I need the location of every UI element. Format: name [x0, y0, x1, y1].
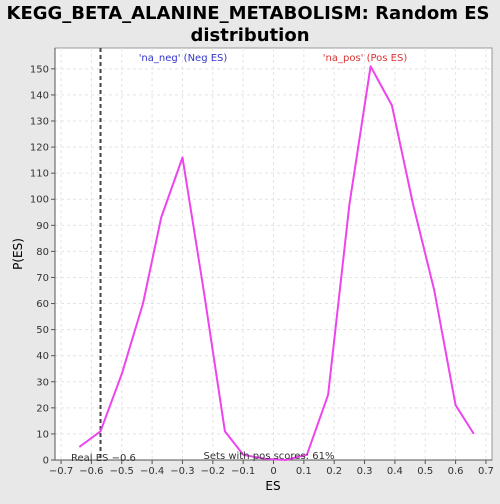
- chart-title-line-1: KEGG_BETA_ALANINE_METABOLISM: Random ES: [7, 3, 490, 24]
- y-tick-label: 80: [36, 247, 49, 258]
- y-tick-label: 30: [36, 377, 49, 388]
- x-tick-label: −0.1: [231, 466, 255, 477]
- y-tick-label: 100: [30, 195, 49, 206]
- x-tick-label: −0.3: [170, 466, 194, 477]
- x-tick-label: 0.6: [448, 466, 464, 477]
- x-tick-label: −0.7: [49, 466, 73, 477]
- y-tick-label: 50: [36, 325, 49, 336]
- y-tick-label: 90: [36, 221, 49, 232]
- es-distribution-line: [78, 65, 475, 461]
- y-tick-label: 20: [36, 403, 49, 414]
- y-tick-label: 70: [36, 273, 49, 284]
- x-tick-label: 0.5: [417, 466, 433, 477]
- x-axis-title: ES: [265, 479, 280, 493]
- y-axis-title: P(ES): [11, 238, 25, 270]
- x-tick-label: 0.3: [357, 466, 373, 477]
- sets-pos-label: Sets with pos scores: 61%: [204, 451, 335, 462]
- y-tick-label: 60: [36, 299, 49, 310]
- y-tick-label: 140: [30, 90, 49, 101]
- y-tick-label: 150: [30, 64, 49, 75]
- real-es-label: Real ES −0.6: [71, 453, 136, 464]
- x-tick-label: −0.4: [140, 466, 164, 477]
- axes: −0.7 −0.6 −0.5 −0.4 −0.3 −0.2 −0.1 0 0.1 0.2 0.3 0.…: [30, 48, 494, 477]
- y-tick-label: 130: [30, 117, 49, 128]
- chart-title-line-2: distribution: [190, 25, 309, 46]
- x-tick-label: 0: [270, 466, 276, 477]
- x-tick-label: −0.2: [201, 466, 225, 477]
- series-layer: [78, 48, 475, 461]
- x-tick-label: 0.2: [326, 466, 342, 477]
- y-tick-label: 40: [36, 351, 49, 362]
- neg-es-label: 'na_neg' (Neg ES): [139, 53, 228, 64]
- pos-es-label: 'na_pos' (Pos ES): [323, 53, 408, 64]
- x-tick-label: −0.5: [110, 466, 134, 477]
- x-tick-label: 0.7: [478, 466, 494, 477]
- y-tick-label: 110: [30, 169, 49, 180]
- annotations: 'na_neg' (Neg ES) 'na_pos' (Pos ES) Real…: [71, 53, 407, 464]
- x-tick-label: −0.6: [79, 466, 103, 477]
- x-tick-label: 0.4: [387, 466, 403, 477]
- x-tick-label: 0.1: [296, 466, 312, 477]
- y-tick-label: 120: [30, 143, 49, 154]
- y-tick-label: 10: [36, 429, 49, 440]
- y-tick-label: 0: [43, 456, 49, 467]
